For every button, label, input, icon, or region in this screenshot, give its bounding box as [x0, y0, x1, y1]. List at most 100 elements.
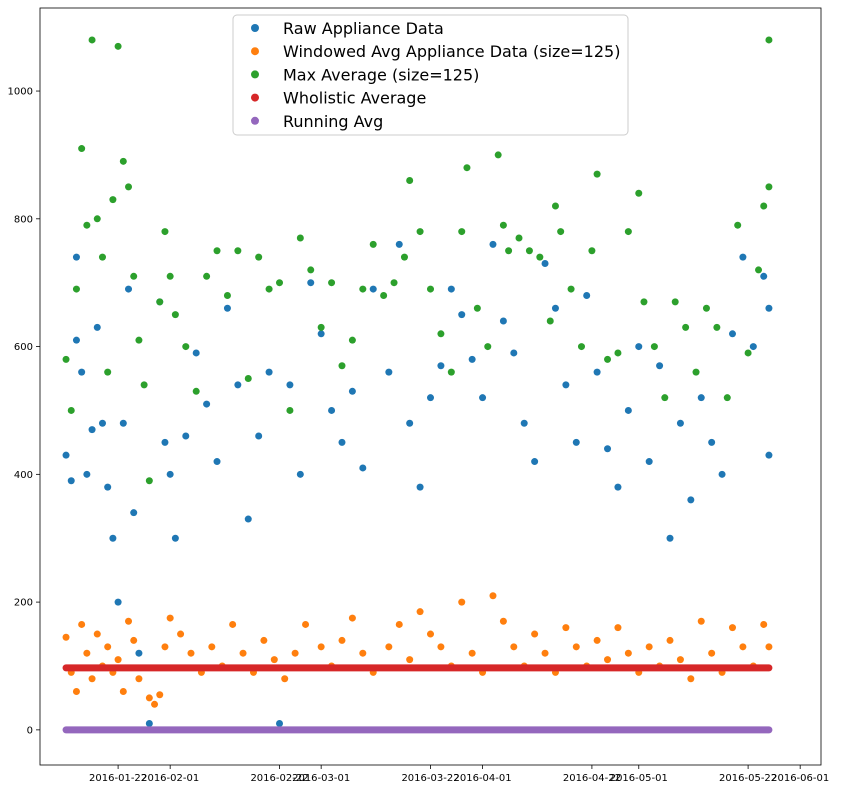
series-1 [62, 592, 773, 708]
series-1-point [270, 656, 278, 664]
series-1-point [291, 649, 299, 657]
series-2-point [593, 170, 601, 178]
series-2-point [624, 228, 632, 236]
series-1-point [666, 636, 674, 644]
series-1-point [593, 636, 601, 644]
series-0-point [338, 438, 346, 446]
series-0-point [666, 534, 674, 542]
series-1-point [510, 643, 518, 651]
series-2 [62, 36, 773, 485]
series-0-point [72, 253, 80, 261]
series-2-point [130, 272, 138, 280]
series-2-point [499, 221, 507, 229]
legend: Raw Appliance Data Windowed Avg Appliance… [232, 14, 629, 136]
series-2-point [223, 291, 231, 299]
series-0-point [697, 394, 705, 402]
series-2-point [734, 221, 742, 229]
series-2-point [661, 394, 669, 402]
series-1-point [489, 592, 497, 600]
series-0-point [67, 477, 75, 485]
series-0-point [328, 406, 336, 414]
series-2-point [650, 343, 658, 351]
series-0-point [125, 285, 133, 293]
series-0-point [489, 240, 497, 248]
series-0-point [499, 317, 507, 325]
series-0 [62, 240, 773, 727]
series-2-point [755, 266, 763, 274]
legend-label: Wholistic Average [283, 89, 426, 108]
y-tick-label: 1000 [8, 87, 33, 98]
series-2-point [427, 285, 434, 293]
series-1-point [614, 624, 622, 632]
series-2-point [98, 253, 106, 261]
series-1-point [260, 636, 268, 644]
series-1-point [708, 649, 716, 657]
series-0-point [62, 451, 70, 459]
series-1-point [765, 643, 773, 651]
series-1-point [208, 643, 216, 651]
series-2-point [145, 477, 153, 485]
legend-label: Raw Appliance Data [283, 19, 444, 38]
series-0-point [583, 291, 591, 299]
series-0-point [348, 387, 356, 395]
series-1-point [317, 643, 325, 651]
x-tick-label: 2016-02-22 [250, 773, 308, 784]
series-0-point [161, 438, 169, 446]
series-0-point [765, 451, 773, 459]
series-1-point [406, 656, 414, 664]
series-2-point [317, 323, 325, 331]
series-0-point [541, 260, 549, 268]
series-2-point [171, 311, 179, 319]
series-0-point [276, 719, 284, 727]
series-2-point [156, 298, 164, 306]
series-0-point [708, 438, 716, 446]
series-0-point [265, 368, 273, 376]
series-0-point [88, 426, 96, 434]
series-2-point [338, 362, 346, 370]
series-1-point [156, 691, 164, 699]
series-2-point [93, 215, 101, 223]
series-1-point [541, 649, 549, 657]
series-1-point [531, 630, 539, 638]
series-2-point [67, 406, 75, 414]
series-0-point [119, 419, 127, 427]
series-0-point [98, 419, 106, 427]
y-tick-label: 400 [14, 470, 33, 481]
series-0-point [406, 419, 414, 427]
series-0-point [520, 419, 528, 427]
series-0-point [510, 349, 518, 357]
series-2-point [135, 336, 143, 344]
series-2-point [203, 272, 211, 280]
series-2-point [286, 406, 294, 414]
series-2-point [328, 279, 336, 287]
series-2-point [525, 247, 533, 255]
series-1-point [499, 617, 507, 625]
series-1-point [676, 656, 684, 664]
series-2-point [276, 279, 284, 287]
series-0-point [437, 362, 445, 370]
series-2-point [359, 285, 367, 293]
series-0-point [479, 394, 487, 402]
series-1-point [687, 675, 695, 683]
series-2-point [114, 42, 122, 50]
series-2-point [551, 202, 559, 210]
series-2-point [447, 368, 455, 376]
series-1-point [468, 649, 476, 657]
series-0-point [130, 509, 138, 517]
series-2-point [713, 323, 721, 331]
series-0-point [307, 279, 315, 287]
series-0-point [203, 400, 211, 408]
series-0-point [765, 304, 773, 312]
series-2-point [307, 266, 315, 274]
series-1-point [645, 643, 653, 651]
series-2-point [192, 387, 200, 395]
series-1-point [416, 608, 424, 616]
series-1-point [697, 617, 705, 625]
series-1-point [72, 688, 80, 696]
series-0-point [286, 381, 294, 389]
series-0-point [427, 394, 434, 402]
series-2-point [244, 375, 252, 383]
series-2-point [671, 298, 679, 306]
series-2-point [369, 240, 377, 248]
